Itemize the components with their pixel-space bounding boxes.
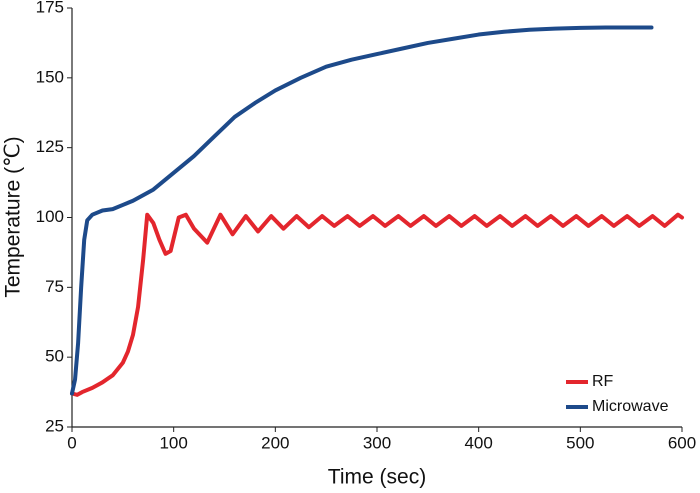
x-tick-label: 300 <box>363 433 391 452</box>
data-line <box>70 212 684 397</box>
y-tick-label: 75 <box>45 277 64 296</box>
x-tick-label: 100 <box>159 433 187 452</box>
y-tick-label: 100 <box>36 207 64 226</box>
legend-label: Microwave <box>592 398 669 415</box>
y-tick-label: 125 <box>36 137 64 156</box>
x-tick-label: 200 <box>261 433 289 452</box>
data-line <box>70 25 654 396</box>
x-tick-label: 0 <box>67 433 76 452</box>
y-tick-label: 25 <box>45 416 64 435</box>
x-tick-label: 500 <box>566 433 594 452</box>
x-tick-label: 600 <box>668 433 696 452</box>
y-tick-label: 50 <box>45 347 64 366</box>
x-axis-title: Time (sec) <box>328 466 426 489</box>
legend-label: RF <box>592 373 614 390</box>
y-tick-label: 150 <box>36 67 64 86</box>
x-tick-label: 400 <box>464 433 492 452</box>
y-axis-title: Temperature (℃) <box>2 136 25 297</box>
y-tick-label: 175 <box>36 0 64 16</box>
